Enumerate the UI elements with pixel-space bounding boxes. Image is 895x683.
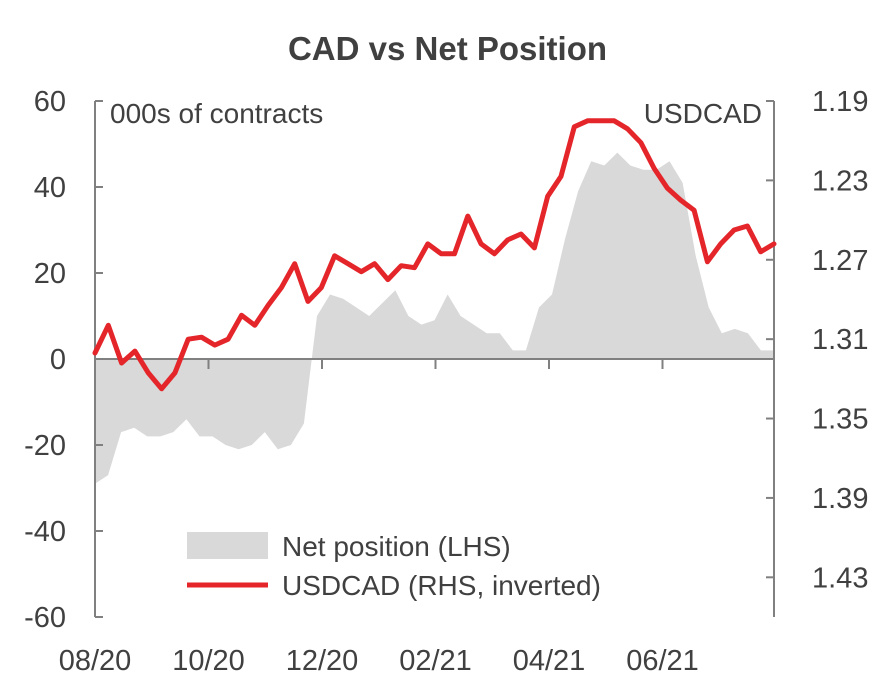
net-position-area (95, 152, 774, 484)
right-tick-label: 1.35 (812, 404, 868, 436)
left-tick-label: 40 (34, 172, 66, 204)
x-tick-label: 08/20 (59, 645, 132, 677)
right-tick-label: 1.43 (812, 562, 868, 594)
right-tick-label: 1.23 (812, 165, 868, 197)
x-tick-label: 12/20 (286, 645, 359, 677)
legend: Net position (LHS) USDCAD (RHS, inverted… (187, 531, 601, 601)
legend-net-position-label: Net position (LHS) (282, 531, 511, 562)
right-tick-label: 1.31 (812, 324, 868, 356)
x-tick-label: 04/21 (513, 645, 586, 677)
usdcad-line-layer (92, 118, 777, 392)
axis-labels-layer: 60 40 20 0 -20 -40 -60 1.19 1.23 1.27 1.31 1.35 1.39… (24, 86, 868, 677)
right-tick-label: 1.27 (812, 245, 868, 277)
left-tick-label: 60 (34, 86, 66, 118)
left-tick-label: -20 (24, 430, 66, 462)
net-position-area-layer (95, 152, 774, 484)
chart-title: CAD vs Net Position (287, 30, 608, 67)
x-tick-label: 06/21 (626, 645, 699, 677)
x-tick-label: 02/21 (399, 645, 472, 677)
left-axis-unit-label: 000s of contracts (110, 98, 323, 129)
left-tick-label: 0 (50, 344, 66, 376)
legend-usdcad-label: USDCAD (RHS, inverted) (282, 570, 601, 601)
left-tick-label: -40 (24, 516, 66, 548)
x-tick-label: 10/20 (172, 645, 245, 677)
usdcad-line (92, 118, 777, 392)
axes-layer (94, 100, 775, 618)
left-tick-label: 20 (34, 258, 66, 290)
legend-net-position-swatch (187, 532, 268, 559)
right-axis-unit-label: USDCAD (644, 98, 762, 129)
right-tick-label: 1.19 (812, 86, 868, 118)
right-tick-label: 1.39 (812, 483, 868, 515)
left-tick-label: -60 (24, 602, 66, 634)
